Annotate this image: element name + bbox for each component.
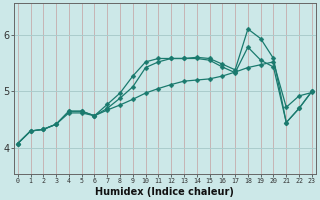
X-axis label: Humidex (Indice chaleur): Humidex (Indice chaleur) xyxy=(95,187,234,197)
